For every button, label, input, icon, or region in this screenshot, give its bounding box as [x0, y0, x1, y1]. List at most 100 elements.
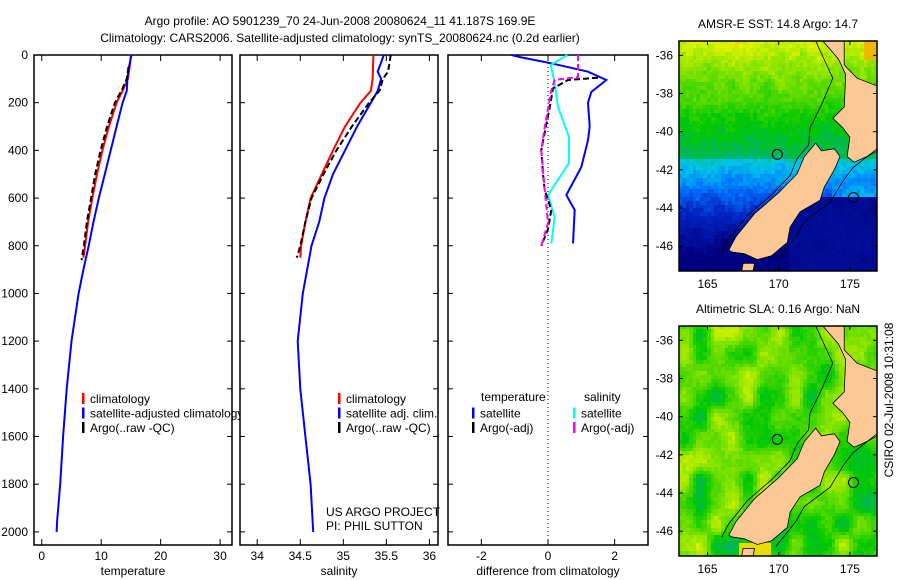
x-tick-label: 35.5 [375, 549, 399, 563]
south-island [728, 427, 841, 545]
legend-header: salinity [584, 390, 621, 404]
y-tick-label: 400 [8, 143, 28, 157]
map-title: AMSR-E SST: 14.8 Argo: 14.7 [698, 17, 858, 31]
bathymetry-contour [721, 326, 834, 538]
series-satellite-adjusted-climatology [55, 54, 133, 532]
lon-tick-label: 175 [840, 277, 860, 291]
map-frame [678, 40, 878, 272]
legend-swatch [573, 422, 576, 433]
x-tick-label: 34 [251, 549, 265, 563]
legend-swatch [338, 393, 341, 404]
lat-tick-label: -44 [656, 201, 674, 215]
map-sla-map: Altimetric SLA: 0.16 Argo: NaN 165 170 175 -… [656, 302, 878, 576]
lat-tick-label: -40 [656, 125, 674, 139]
lon-tick-label: 175 [840, 562, 860, 576]
axes-frame [33, 54, 233, 546]
x-tick-label: 20 [154, 549, 168, 563]
stewart-island [741, 262, 755, 271]
legend-label: climatology [346, 392, 406, 406]
legend-swatch [82, 393, 85, 404]
x-tick-label: 30 [213, 549, 227, 563]
y-tick-label: 1400 [1, 382, 28, 396]
lon-tick-label: 165 [697, 562, 717, 576]
lat-tick-label: -36 [656, 48, 674, 62]
lon-tick-label: 170 [769, 562, 789, 576]
side-timestamp: CSIRO 02-Jul-2008 10:31:08 [882, 322, 896, 477]
lat-tick-label: -44 [656, 486, 674, 500]
float-position-marker [771, 148, 783, 160]
legend-swatch [472, 407, 475, 419]
legend-label: satellite [581, 407, 622, 421]
legend-header: temperature [481, 390, 546, 404]
lat-tick-label: -42 [656, 448, 674, 462]
series-argo-raw-qc- [295, 54, 392, 258]
map-title: Altimetric SLA: 0.16 Argo: NaN [696, 302, 860, 316]
lon-tick-label: 165 [697, 277, 717, 291]
legend-label: satellite adj. clim. [346, 407, 437, 421]
panel-temperature: 0 10 20 30 temperature 0 200 400 600 800 1000 1200 1… [1, 48, 243, 578]
x-tick-label: 34.5 [289, 549, 313, 563]
x-tick-label: 0 [545, 549, 552, 563]
title-line-2: Climatology: CARS2006. Satellite-adjuste… [100, 31, 580, 45]
x-tick-label: 0 [38, 549, 45, 563]
bathymetry-contour [721, 41, 834, 253]
legend-swatch [338, 422, 341, 433]
legend-swatch [338, 407, 341, 419]
lat-tick-label: -46 [656, 239, 674, 253]
x-tick-label: -2 [476, 549, 487, 563]
lat-tick-label: -46 [656, 524, 674, 538]
legend-swatch [82, 422, 85, 433]
bathymetry-contour [775, 148, 877, 262]
series-argo-raw-qc- [80, 66, 130, 261]
lat-tick-label: -40 [656, 410, 674, 424]
lon-tick-label: 170 [769, 277, 789, 291]
stewart-island [741, 548, 755, 556]
annotation: PI: PHIL SUTTON [326, 519, 423, 533]
south-island [728, 142, 841, 260]
x-tick-label: 2 [611, 549, 618, 563]
x-axis-label: difference from climatology [476, 564, 619, 578]
x-axis-label: temperature [101, 564, 166, 578]
y-tick-label: 1200 [1, 334, 28, 348]
x-tick-label: 35 [337, 549, 351, 563]
axes-frame [239, 54, 439, 546]
legend-label: Argo(-adj) [480, 421, 533, 435]
y-tick-label: 800 [8, 239, 28, 253]
lat-tick-label: -36 [656, 333, 674, 347]
annotation: US ARGO PROJECT [326, 505, 441, 519]
x-axis-label: salinity [321, 564, 358, 578]
map-sst-map: AMSR-E SST: 14.8 Argo: 14.7 165 170 175 -36 -… [656, 17, 878, 291]
legend-label: climatology [90, 392, 150, 406]
y-tick-label: 600 [8, 191, 28, 205]
y-tick-label: 2000 [1, 525, 28, 539]
y-tick-label: 0 [21, 48, 28, 62]
panel-salinity: 34 34.5 35 35.5 36 salinity climatologysatelli… [239, 54, 441, 578]
legend-swatch [472, 422, 475, 433]
legend-swatch [573, 407, 576, 419]
legend-label: Argo(..raw -QC) [346, 421, 431, 435]
x-tick-label: 36 [423, 549, 437, 563]
float-position-marker [771, 433, 783, 445]
lat-tick-label: -42 [656, 163, 674, 177]
y-tick-label: 1600 [1, 430, 28, 444]
map-frame [678, 325, 878, 557]
lat-tick-label: -38 [656, 86, 674, 100]
north-island [822, 41, 877, 163]
bathymetry-contour [775, 433, 877, 547]
land-layer [721, 41, 877, 271]
legend-label: satellite-adjusted climatology [90, 407, 243, 421]
y-tick-label: 200 [8, 96, 28, 110]
title-line-1: Argo profile: AO 5901239_70 24-Jun-2008 … [145, 14, 536, 28]
x-tick-label: 10 [95, 549, 109, 563]
y-tick-label: 1800 [1, 477, 28, 491]
legend-label: Argo(..raw -QC) [90, 421, 175, 435]
float-position-marker [847, 192, 859, 204]
series-temperature-satellite [511, 54, 609, 244]
land-layer [721, 326, 877, 556]
legend-label: satellite [480, 407, 521, 421]
series-salinity-argo-adj- [540, 55, 579, 247]
lat-tick-label: -38 [656, 371, 674, 385]
